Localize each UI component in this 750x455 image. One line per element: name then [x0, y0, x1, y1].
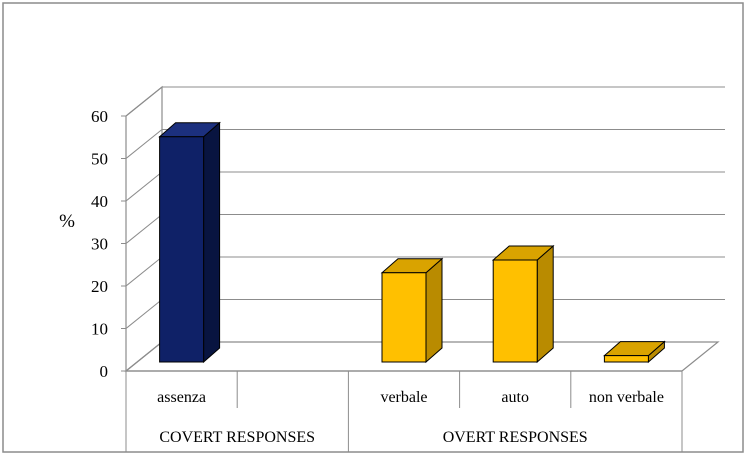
- gridline-diagonal: [125, 214, 163, 244]
- bar-side: [536, 244, 554, 364]
- y-tick-label: 50: [91, 150, 108, 169]
- x-category-label: non verbale: [589, 389, 664, 406]
- y-tick-label: 40: [91, 192, 108, 211]
- gridline-diagonal: [125, 171, 163, 202]
- bars: [158, 121, 666, 364]
- bar-non-verbale: [603, 355, 649, 363]
- y-tick-label: 20: [91, 277, 108, 296]
- x-group-label: COVERT RESPONSES: [159, 429, 315, 446]
- bar-verbale: [381, 272, 427, 363]
- y-axis-ticks: 0 10 20 30 40 50 60: [91, 107, 126, 381]
- gridline-diagonal: [125, 129, 163, 159]
- gridline-diagonal: [125, 299, 163, 329]
- x-group-label: OVERT RESPONSES: [443, 429, 588, 446]
- y-tick-label: 0: [100, 362, 109, 381]
- gridline-diagonal: [125, 86, 163, 117]
- x-category-label: verbale: [380, 389, 427, 406]
- bar-side: [425, 257, 443, 364]
- gridline-diagonal: [125, 256, 163, 287]
- gridlines: [125, 86, 725, 329]
- x-category-label: assenza: [157, 389, 206, 406]
- x-axis: assenza verbale auto non verbale COVERT RESP…: [125, 370, 683, 452]
- y-tick-label: 10: [91, 320, 108, 339]
- y-axis-label: %: [59, 211, 75, 232]
- y-tick-label: 60: [91, 107, 108, 126]
- bar-side: [203, 121, 221, 364]
- bar-auto: [492, 259, 538, 363]
- x-category-label: auto: [501, 389, 529, 406]
- bar-assenza: [159, 136, 205, 363]
- y-tick-label: 30: [91, 235, 108, 254]
